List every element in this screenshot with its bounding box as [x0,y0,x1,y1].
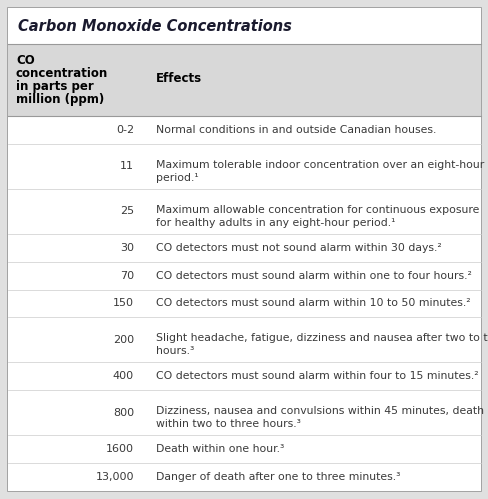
Text: Slight headache, fatigue, dizziness and nausea after two to three: Slight headache, fatigue, dizziness and … [156,333,488,343]
Text: 70: 70 [120,270,134,280]
Bar [8,463,480,491]
Text: in parts per: in parts per [16,80,94,93]
Bar [8,116,480,144]
Text: Effects: Effects [156,71,202,84]
Text: period.¹: period.¹ [156,173,198,183]
Text: 0-2: 0-2 [116,125,134,135]
Bar [8,144,480,189]
Text: Dizziness, nausea and convulsions within 45 minutes, death: Dizziness, nausea and convulsions within… [156,406,483,416]
Bar [8,390,480,435]
Text: hours.³: hours.³ [156,346,194,356]
Text: CO detectors must not sound alarm within 30 days.²: CO detectors must not sound alarm within… [156,243,441,253]
Text: 30: 30 [120,243,134,253]
Text: CO detectors must sound alarm within four to 15 minutes.²: CO detectors must sound alarm within fou… [156,371,478,381]
Bar [8,261,480,289]
Text: CO detectors must sound alarm within one to four hours.²: CO detectors must sound alarm within one… [156,270,471,280]
Text: 200: 200 [113,335,134,345]
Text: CO detectors must sound alarm within 10 to 50 minutes.²: CO detectors must sound alarm within 10 … [156,298,469,308]
Text: million (ppm): million (ppm) [16,93,104,106]
Bar [8,44,480,116]
Bar [8,317,480,362]
Text: Danger of death after one to three minutes.³: Danger of death after one to three minut… [156,472,400,482]
Text: CO: CO [16,54,35,67]
Bar [8,362,480,390]
Text: Death within one hour.³: Death within one hour.³ [156,444,284,454]
Text: Normal conditions in and outside Canadian houses.: Normal conditions in and outside Canadia… [156,125,435,135]
Text: for healthy adults in any eight-hour period.¹: for healthy adults in any eight-hour per… [156,218,395,228]
Text: 1600: 1600 [106,444,134,454]
Text: 13,000: 13,000 [95,472,134,482]
Text: 800: 800 [113,408,134,418]
Text: 25: 25 [120,207,134,217]
Bar [8,8,480,44]
Text: 11: 11 [120,161,134,171]
Bar [8,189,480,234]
Text: Maximum tolerable indoor concentration over an eight-hour: Maximum tolerable indoor concentration o… [156,160,483,170]
Text: Maximum allowable concentration for continuous exposure: Maximum allowable concentration for cont… [156,205,478,215]
Bar [8,234,480,261]
Text: Carbon Monoxide Concentrations: Carbon Monoxide Concentrations [18,18,291,33]
Text: 150: 150 [113,298,134,308]
Text: within two to three hours.³: within two to three hours.³ [156,419,300,429]
Text: concentration: concentration [16,67,108,80]
Text: 400: 400 [113,371,134,381]
Bar [8,289,480,317]
Bar [8,435,480,463]
